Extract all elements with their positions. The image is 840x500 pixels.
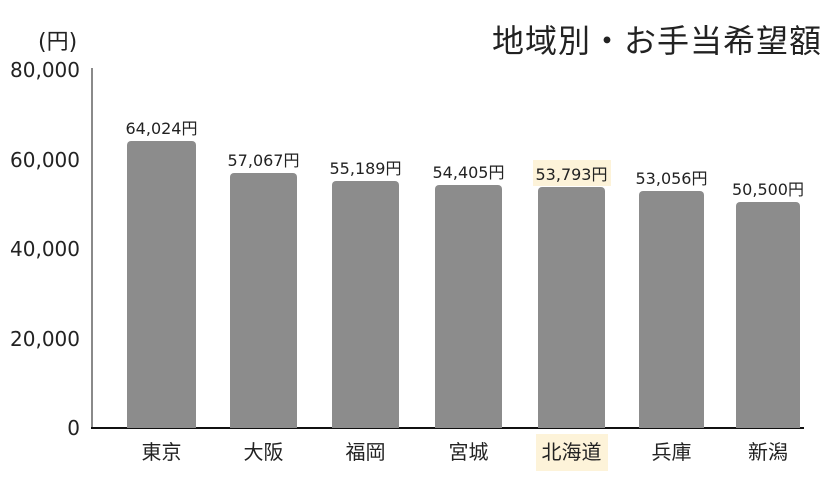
x-category-label: 大阪 xyxy=(243,440,284,464)
bar-1 xyxy=(230,172,297,428)
value-label: 64,024円 xyxy=(125,119,198,139)
x-axis-line xyxy=(91,427,804,429)
value-label: 53,793円 xyxy=(532,160,611,187)
y-tick-20000: 20,000 xyxy=(10,327,80,351)
y-tick-60000: 60,000 xyxy=(10,148,80,172)
value-label: 55,189円 xyxy=(329,159,402,179)
chart-title: 地域別・お手当希望額 xyxy=(491,22,822,60)
x-category-label: 東京 xyxy=(141,440,182,464)
bar-0 xyxy=(127,141,196,428)
y-tick-80000: 80,000 xyxy=(10,58,80,82)
bar-3 xyxy=(435,184,502,428)
x-category-label: 福岡 xyxy=(345,440,386,464)
bar-4 xyxy=(538,187,605,428)
value-label: 53,056円 xyxy=(635,168,708,188)
y-axis-line xyxy=(91,68,93,429)
x-category-label: 北海道 xyxy=(535,434,608,471)
x-category-label: 兵庫 xyxy=(651,440,692,464)
x-category-label: 新潟 xyxy=(748,440,788,464)
value-label: 50,500円 xyxy=(732,180,804,199)
bar-2 xyxy=(332,181,399,428)
y-axis-unit-label: (円) xyxy=(38,30,78,55)
value-label: 57,067円 xyxy=(227,150,300,170)
y-tick-0: 0 xyxy=(67,416,80,440)
bar-5 xyxy=(639,190,704,428)
x-category-label: 宮城 xyxy=(448,440,489,464)
bar-6 xyxy=(736,202,800,428)
value-label: 54,405円 xyxy=(432,162,505,182)
y-tick-40000: 40,000 xyxy=(10,237,80,261)
